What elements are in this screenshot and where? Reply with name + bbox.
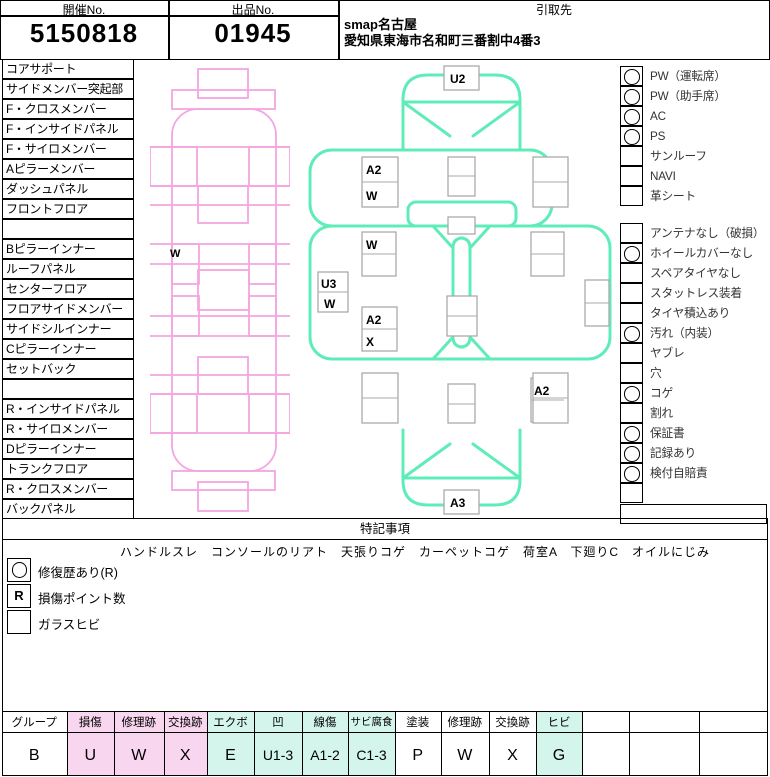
svg-text:W: W bbox=[366, 189, 378, 203]
svg-text:U3: U3 bbox=[321, 277, 337, 291]
svg-text:A2: A2 bbox=[366, 163, 382, 177]
svg-text:A2: A2 bbox=[366, 313, 382, 327]
svg-text:W: W bbox=[324, 297, 336, 311]
svg-text:X: X bbox=[366, 335, 374, 349]
svg-text:U2: U2 bbox=[450, 72, 466, 86]
svg-text:W: W bbox=[366, 238, 378, 252]
svg-text:A3: A3 bbox=[450, 496, 466, 510]
svg-text:W: W bbox=[170, 248, 181, 260]
svg-text:A2: A2 bbox=[534, 384, 550, 398]
